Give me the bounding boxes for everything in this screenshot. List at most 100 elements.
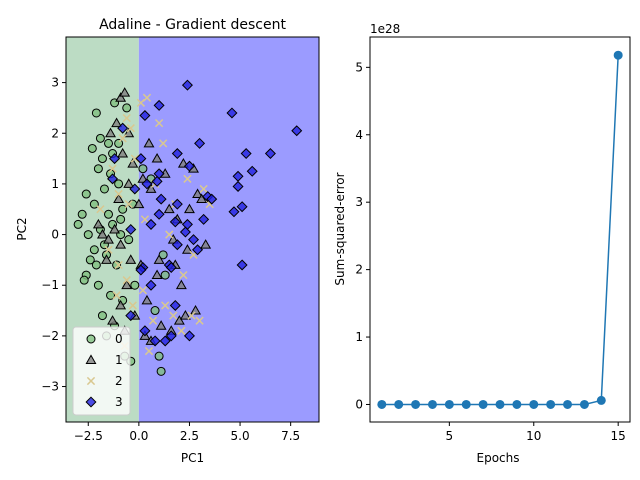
error-point — [411, 399, 421, 409]
scatter-x-axis-label: PC1 — [181, 451, 204, 465]
data-point-class-3 — [135, 153, 147, 165]
data-point-class-0 — [93, 164, 103, 174]
line-x-ticks: 5 10 15 — [446, 422, 626, 443]
data-point-class-1 — [115, 239, 127, 249]
data-point-class-3 — [179, 226, 191, 238]
data-point-class-2 — [104, 245, 113, 254]
y-tick-label: 0 — [51, 228, 59, 242]
x-tick-label: 7.5 — [281, 429, 300, 443]
data-point-class-3 — [246, 165, 258, 177]
data-point-class-3 — [145, 218, 157, 230]
x-tick-label: 5.0 — [231, 429, 250, 443]
data-point-class-1 — [151, 269, 163, 280]
line-y-ticks: 0 1 2 3 4 5 — [355, 60, 370, 411]
data-point-class-3 — [149, 335, 161, 347]
data-point-class-0 — [138, 164, 148, 174]
error-point — [579, 399, 589, 409]
data-point-class-3 — [194, 137, 206, 149]
line-plot-background — [370, 37, 630, 422]
x-tick-label: 15 — [611, 429, 626, 443]
data-point-class-3 — [153, 99, 165, 111]
data-point-class-2 — [112, 291, 121, 300]
error-point — [444, 399, 454, 409]
data-point-class-2 — [161, 301, 170, 310]
data-point-class-1 — [103, 234, 114, 244]
error-point — [596, 395, 606, 405]
data-point-class-1 — [115, 92, 127, 102]
data-point-class-1 — [153, 254, 165, 264]
data-point-class-3 — [188, 234, 200, 246]
data-point-class-0 — [81, 189, 91, 199]
data-point-class-1 — [184, 203, 195, 214]
data-point-class-3 — [169, 216, 181, 228]
data-point-class-1 — [181, 244, 193, 254]
data-point-class-2 — [118, 134, 127, 143]
data-point-class-2 — [130, 154, 139, 163]
data-point-class-1 — [143, 137, 155, 148]
data-point-class-3 — [117, 122, 129, 134]
data-point-class-0 — [89, 245, 99, 255]
decision-region-class-3 — [138, 37, 319, 422]
data-point-class-2 — [195, 316, 204, 325]
data-point-class-1 — [192, 188, 204, 198]
data-point-class-2 — [128, 301, 137, 310]
data-point-class-0 — [112, 260, 122, 270]
error-point — [495, 399, 505, 409]
data-point-class-3 — [135, 264, 147, 276]
error-point — [613, 50, 623, 60]
data-point-class-2 — [183, 174, 192, 183]
error-point — [563, 399, 573, 409]
scatter-legend: 0 1 2 3 — [72, 326, 131, 416]
data-point-class-3 — [181, 79, 193, 91]
data-point-class-3 — [129, 183, 141, 195]
data-point-class-0 — [95, 133, 105, 143]
x-tick-label: 5 — [446, 429, 454, 443]
y-tick-label: 2 — [355, 263, 363, 277]
error-point — [377, 399, 387, 409]
data-point-class-3 — [236, 259, 248, 271]
data-point-class-1 — [125, 254, 137, 264]
y-tick-label: 1 — [355, 330, 363, 344]
data-point-class-3 — [151, 175, 163, 187]
data-point-class-2 — [165, 230, 174, 239]
data-point-class-3 — [183, 160, 195, 172]
data-point-class-0 — [73, 219, 83, 229]
data-point-class-0 — [124, 235, 134, 245]
scatter-chart: −2.5 0.0 2.5 5.0 7.5 −3 −2 −1 0 1 2 3 Adaline - Gr… — [15, 17, 320, 465]
data-point-class-3 — [141, 178, 153, 190]
data-point-class-3 — [183, 330, 195, 342]
data-point-class-0 — [130, 280, 140, 290]
data-point-class-3 — [125, 223, 137, 236]
data-point-class-0 — [93, 280, 103, 290]
data-point-class-1 — [101, 254, 112, 264]
data-point-class-3 — [192, 244, 204, 256]
data-point-class-1 — [173, 315, 185, 325]
data-point-class-1 — [107, 315, 119, 325]
x-tick-label: 2.5 — [180, 429, 199, 443]
data-point-class-3 — [228, 206, 240, 218]
y-tick-label: 3 — [51, 76, 59, 90]
data-point-class-3 — [171, 198, 183, 210]
data-point-class-3 — [291, 125, 303, 137]
data-point-class-2 — [126, 124, 135, 133]
data-point-class-1 — [175, 279, 187, 290]
data-point-class-0 — [91, 108, 101, 118]
data-point-class-1 — [145, 183, 157, 193]
y-tick-label: −2 — [41, 329, 59, 343]
data-point-class-0 — [160, 270, 170, 280]
legend-marker-3 — [85, 396, 97, 408]
scatter-plot-frame — [65, 36, 320, 423]
data-point-class-1 — [115, 299, 127, 310]
legend-label-0: 0 — [115, 332, 123, 346]
data-point-class-1 — [119, 87, 131, 97]
scatter-y-axis-label: PC2 — [15, 217, 29, 240]
data-point-class-3 — [165, 261, 177, 274]
data-point-class-2 — [140, 215, 150, 224]
data-point-class-2 — [122, 276, 131, 285]
data-point-class-2 — [96, 205, 105, 214]
line-plot-frame — [369, 36, 631, 423]
data-point-class-1 — [151, 152, 163, 163]
y-tick-label: 5 — [355, 60, 363, 74]
data-point-class-1 — [96, 228, 108, 239]
data-point-class-3 — [153, 208, 165, 220]
